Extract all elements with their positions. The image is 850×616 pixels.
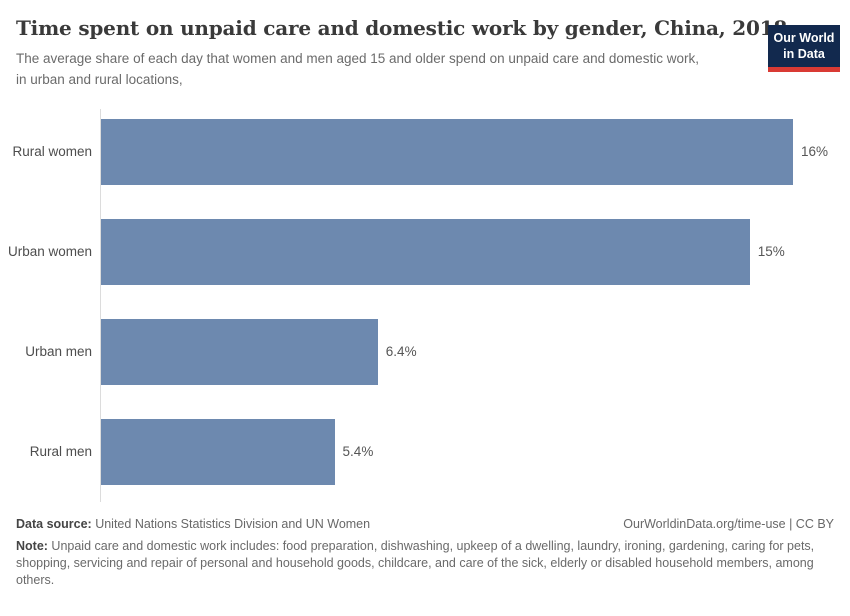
chart-note: Note: Unpaid care and domestic work incl… — [16, 538, 834, 589]
note-label: Note: — [16, 538, 48, 553]
chart-footer: Data source: United Nations Statistics D… — [16, 517, 834, 589]
y-axis-line — [100, 108, 101, 502]
chart-row: Urban men 6.4% — [0, 302, 850, 402]
chart-row: Rural men 5.4% — [0, 402, 850, 502]
bar-urban-women[interactable] — [101, 218, 750, 285]
value-label: 6.4% — [385, 344, 417, 360]
owid-logo-line2: in Data — [783, 47, 825, 62]
value-label: 5.4% — [342, 444, 374, 460]
chart-row: Rural women 16% — [0, 102, 850, 202]
data-source: Data source: United Nations Statistics D… — [16, 517, 370, 531]
category-label: Urban men — [25, 344, 92, 360]
chart-subtitle: The average share of each day that women… — [16, 51, 699, 87]
bar-zone: 16% — [100, 118, 850, 185]
chart-row: Urban women 15% — [0, 202, 850, 302]
owid-chart-page: Our World in Data Time spent on unpaid c… — [0, 16, 850, 616]
note-text: Unpaid care and domestic work includes: … — [16, 538, 815, 588]
data-source-label: Data source: — [16, 516, 92, 531]
bar-rural-women[interactable] — [101, 118, 793, 185]
bar-rural-men[interactable] — [101, 418, 335, 485]
bar-rows: Rural women 16% Urban women 15% Urban men 6.4… — [0, 102, 850, 502]
bar-zone: 5.4% — [100, 418, 850, 485]
category-label: Rural men — [29, 444, 92, 460]
value-label: 16% — [801, 144, 829, 160]
owid-logo[interactable]: Our World in Data — [768, 25, 840, 72]
value-label: 15% — [757, 244, 785, 260]
page-title: Time spent on unpaid care and domestic w… — [16, 16, 788, 40]
bar-chart: Rural women 16% Urban women 15% Urban men 6.4… — [0, 102, 850, 503]
owid-logo-line1: Our World — [773, 31, 835, 45]
data-source-text: United Nations Statistics Division and U… — [91, 516, 371, 531]
category-label: Urban women — [7, 244, 92, 260]
bar-zone: 15% — [100, 218, 850, 285]
bar-urban-men[interactable] — [101, 318, 378, 385]
attribution-link[interactable]: OurWorldinData.org/time-use | CC BY — [623, 516, 834, 531]
bar-zone: 6.4% — [100, 318, 850, 385]
category-label: Rural women — [12, 144, 92, 160]
